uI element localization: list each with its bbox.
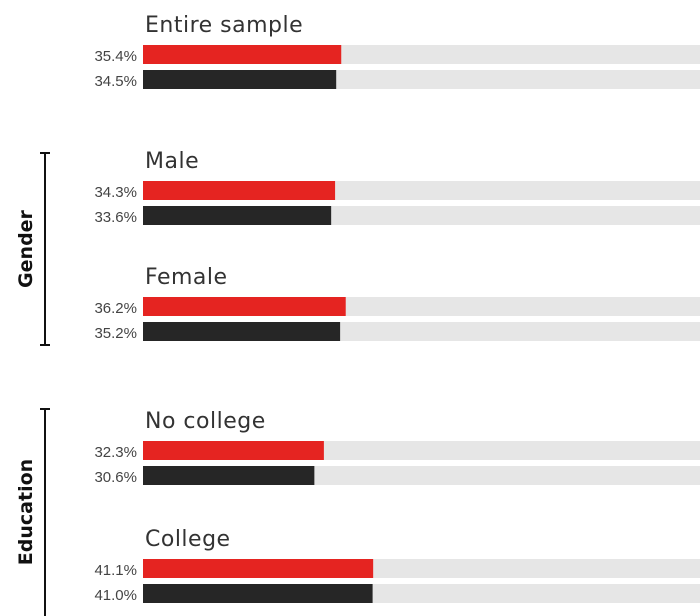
value-label-no-college-series-2: 30.6% <box>94 469 137 486</box>
category-label-no-college: No college <box>145 409 266 434</box>
bar-female-series-2 <box>143 322 341 341</box>
bar-female-series-1 <box>143 297 346 316</box>
labels: Entire sample 35.4% 34.5% Male 34.3% 33.6% Fem… <box>94 13 303 604</box>
bar-male-series-2 <box>143 206 332 225</box>
value-label-entire-sample-series-2: 34.5% <box>94 73 137 90</box>
bar-college-series-2 <box>143 584 373 603</box>
value-label-male-series-2: 33.6% <box>94 209 137 226</box>
value-label-college-series-2: 41.0% <box>94 587 137 604</box>
group-label-gender: Gender <box>15 209 37 287</box>
value-label-no-college-series-1: 32.3% <box>94 444 137 461</box>
bar-college-series-1 <box>143 559 374 578</box>
value-label-female-series-1: 36.2% <box>94 300 137 317</box>
bar-entire-sample-series-2 <box>143 70 337 89</box>
value-label-entire-sample-series-1: 35.4% <box>94 48 137 65</box>
bar-male-series-1 <box>143 181 336 200</box>
group-bracket-gender <box>40 152 50 346</box>
group-bracket-education <box>40 408 50 616</box>
bar-entire-sample-series-1 <box>143 45 342 64</box>
value-label-female-series-2: 35.2% <box>94 325 137 342</box>
bars <box>143 45 374 603</box>
value-label-male-series-1: 34.3% <box>94 184 137 201</box>
value-label-college-series-1: 41.1% <box>94 562 137 579</box>
category-label-college: College <box>145 527 231 552</box>
category-label-female: Female <box>145 265 228 290</box>
bar-no-college-series-1 <box>143 441 324 460</box>
group-brackets: Gender Education <box>15 152 50 616</box>
category-label-entire-sample: Entire sample <box>145 13 303 38</box>
group-label-education: Education <box>15 459 37 565</box>
bar-no-college-series-2 <box>143 466 315 485</box>
category-label-male: Male <box>145 149 199 174</box>
